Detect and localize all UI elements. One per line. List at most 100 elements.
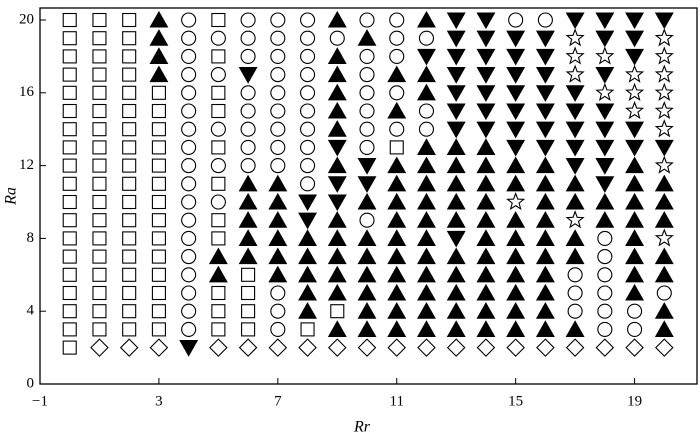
triangle-up-marker — [535, 156, 555, 174]
circle-marker — [210, 30, 226, 46]
diamond-marker — [417, 338, 436, 357]
triangle-up-marker — [387, 65, 407, 83]
triangle-down-marker — [476, 12, 496, 30]
square-marker — [151, 176, 166, 191]
triangle-down-marker — [535, 103, 555, 121]
square-marker — [122, 285, 137, 301]
square-marker — [211, 231, 226, 246]
circle-marker — [210, 194, 226, 210]
triangle-up-marker — [387, 265, 407, 283]
triangle-up-marker — [387, 211, 407, 228]
circle-marker — [181, 194, 197, 210]
triangle-up-marker — [535, 247, 555, 265]
triangle-up-marker — [565, 229, 585, 246]
triangle-down-marker — [565, 85, 585, 102]
diamond-marker — [476, 338, 496, 357]
triangle-down-marker — [625, 30, 645, 48]
triangle-up-marker — [298, 265, 318, 283]
square-marker — [122, 158, 137, 173]
triangle-up-marker — [625, 156, 645, 174]
square-marker — [62, 140, 77, 155]
triangle-down-marker — [535, 121, 555, 139]
triangle-down-marker — [565, 121, 585, 139]
circle-marker — [270, 103, 286, 119]
triangle-up-marker — [357, 247, 377, 265]
triangle-up-marker — [417, 320, 436, 337]
circle-marker — [359, 12, 375, 28]
circle-marker — [181, 267, 197, 283]
triangle-down-marker — [595, 176, 615, 193]
square-marker — [151, 85, 166, 100]
triangle-up-marker — [208, 265, 228, 283]
star-marker — [625, 82, 645, 101]
triangle-down-marker — [446, 12, 466, 30]
square-marker — [92, 194, 107, 210]
square-marker — [62, 213, 77, 228]
triangle-down-marker — [506, 67, 526, 84]
square-marker — [211, 49, 226, 64]
square-marker — [151, 322, 166, 337]
triangle-up-marker — [149, 65, 169, 83]
triangle-up-marker — [327, 247, 347, 265]
square-marker — [92, 31, 107, 46]
square-marker — [211, 103, 226, 119]
circle-marker — [270, 30, 286, 46]
circle-marker — [359, 85, 375, 101]
triangle-up-marker — [268, 265, 288, 283]
circle-marker — [418, 30, 435, 46]
circle-marker — [389, 12, 405, 28]
square-marker — [241, 267, 256, 282]
triangle-up-marker — [446, 138, 466, 155]
triangle-up-marker — [625, 265, 645, 283]
triangle-down-marker — [625, 12, 645, 30]
diamond-marker — [90, 338, 109, 357]
square-marker — [62, 285, 77, 301]
circle-marker — [270, 12, 286, 28]
star-marker — [654, 82, 674, 101]
square-marker — [151, 122, 166, 137]
square-marker — [62, 67, 77, 82]
triangle-up-marker — [595, 211, 615, 228]
star-marker — [506, 191, 526, 211]
square-marker — [122, 49, 137, 64]
square-marker — [62, 322, 77, 337]
triangle-down-marker — [625, 48, 645, 66]
triangle-up-marker — [446, 156, 466, 174]
circle-marker — [181, 176, 197, 192]
triangle-up-marker — [446, 211, 466, 228]
triangle-up-marker — [625, 211, 645, 228]
square-marker — [122, 322, 137, 337]
y-axis-label: Ra — [3, 187, 20, 206]
triangle-up-marker — [446, 302, 466, 319]
circle-marker — [627, 321, 643, 337]
triangle-up-marker — [327, 47, 347, 64]
square-marker — [122, 194, 137, 210]
triangle-down-marker — [476, 30, 496, 48]
triangle-down-marker — [357, 158, 377, 175]
x-tick-label: 11 — [390, 393, 404, 409]
triangle-up-marker — [446, 283, 466, 301]
triangle-up-marker — [238, 247, 258, 265]
triangle-up-marker — [476, 229, 496, 246]
x-tick-label: 19 — [627, 393, 642, 409]
circle-marker — [240, 139, 256, 155]
circle-marker — [389, 85, 405, 101]
triangle-down-marker — [625, 139, 645, 157]
triangle-up-marker — [535, 320, 555, 337]
diamond-marker — [387, 338, 407, 357]
triangle-up-marker — [357, 283, 377, 301]
triangle-up-marker — [417, 10, 436, 28]
diamond-marker — [446, 338, 466, 357]
square-marker — [92, 140, 107, 155]
circle-marker — [240, 103, 256, 119]
triangle-up-marker — [268, 211, 288, 228]
triangle-up-marker — [417, 156, 436, 174]
diamond-marker — [536, 338, 555, 357]
square-marker — [241, 304, 256, 319]
square-marker — [122, 231, 137, 246]
circle-marker — [181, 30, 197, 46]
triangle-up-marker — [327, 283, 347, 301]
triangle-up-marker — [476, 211, 496, 228]
triangle-up-marker — [625, 229, 645, 246]
circle-marker — [270, 158, 286, 174]
